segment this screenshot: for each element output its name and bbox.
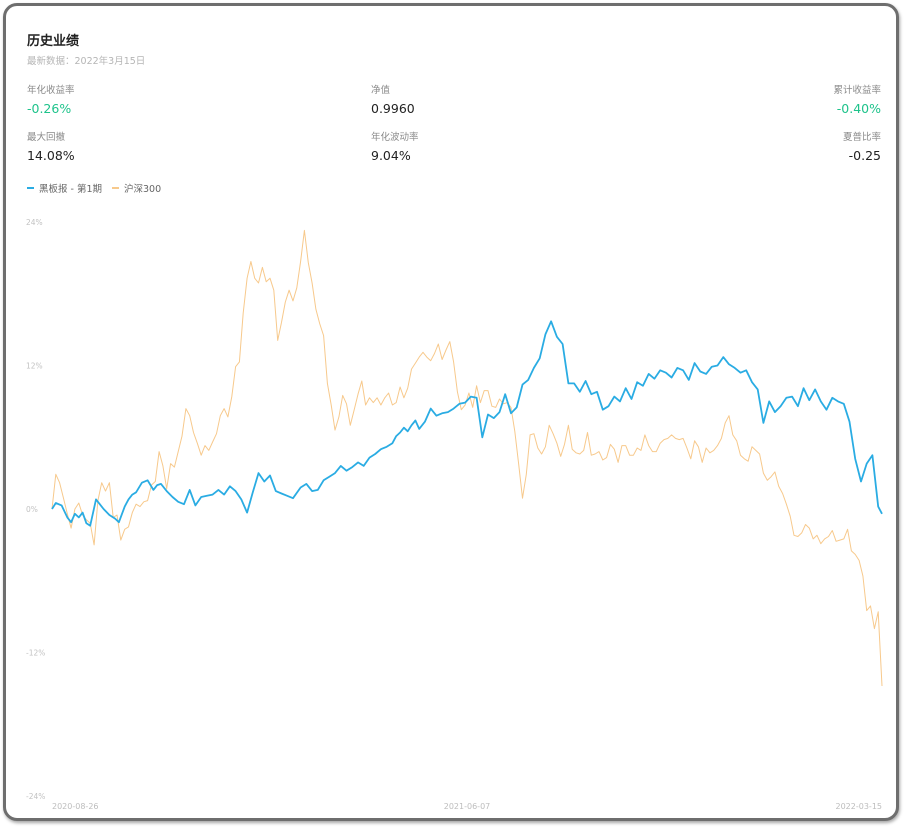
- stat-nav: 净值 0.9960: [371, 84, 415, 117]
- stat-label: 最大回撤: [27, 132, 66, 143]
- data-date: 最新数据：2022年3月15日: [27, 56, 146, 67]
- y-tick-label: 0%: [26, 505, 38, 514]
- series-line-index: [51, 229, 883, 687]
- stat-label: 净值: [371, 85, 391, 96]
- stat-value: -0.26%: [27, 101, 72, 116]
- x-tick-label: 2022-03-15: [836, 802, 883, 811]
- card-title: 历史业绩: [27, 34, 80, 49]
- stat-value: -0.40%: [836, 101, 881, 116]
- series-line-fund: [51, 320, 883, 527]
- stat-max-drawdown: 最大回撤 14.08%: [27, 131, 75, 164]
- y-tick-label: 12%: [26, 362, 43, 371]
- stat-value: 14.08%: [27, 148, 75, 163]
- legend-label-fund: 黑板报 - 第1期: [39, 184, 103, 195]
- stat-label: 年化波动率: [371, 132, 419, 143]
- stat-label: 累计收益率: [833, 85, 881, 96]
- performance-line-chart: 24% 12% 0% -12% -24% 2020-08-26 2021-06-07 2022…: [26, 218, 883, 811]
- stat-value: 9.04%: [371, 148, 411, 163]
- stat-annual-return: 年化收益率 -0.26%: [27, 84, 75, 117]
- stat-value: -0.25: [848, 148, 881, 163]
- stat-label: 夏普比率: [842, 132, 881, 143]
- stat-value: 0.9960: [371, 101, 415, 116]
- legend-label-index: 沪深300: [124, 184, 162, 195]
- legend-swatch-index: [112, 187, 120, 189]
- stat-cumulative-return: 累计收益率 -0.40%: [833, 84, 881, 117]
- legend-item-index[interactable]: 沪深300: [112, 181, 161, 195]
- performance-card: 历史业绩 最新数据：2022年3月15日 年化收益率 -0.26% 净值 0.9…: [3, 3, 899, 821]
- y-tick-label: -12%: [26, 649, 45, 658]
- x-tick-label: 2021-06-07: [444, 802, 491, 811]
- y-tick-label: -24%: [26, 792, 45, 801]
- legend-item-fund[interactable]: 黑板报 - 第1期: [27, 181, 102, 195]
- stat-annual-volatility: 年化波动率 9.04%: [371, 131, 419, 164]
- stat-label: 年化收益率: [27, 85, 75, 96]
- chart-legend: 黑板报 - 第1期 沪深300: [27, 181, 171, 195]
- y-tick-label: 24%: [26, 218, 43, 227]
- x-tick-label: 2020-08-26: [52, 802, 99, 811]
- legend-swatch-fund: [27, 187, 34, 189]
- stat-sharpe: 夏普比率 -0.25: [843, 131, 881, 164]
